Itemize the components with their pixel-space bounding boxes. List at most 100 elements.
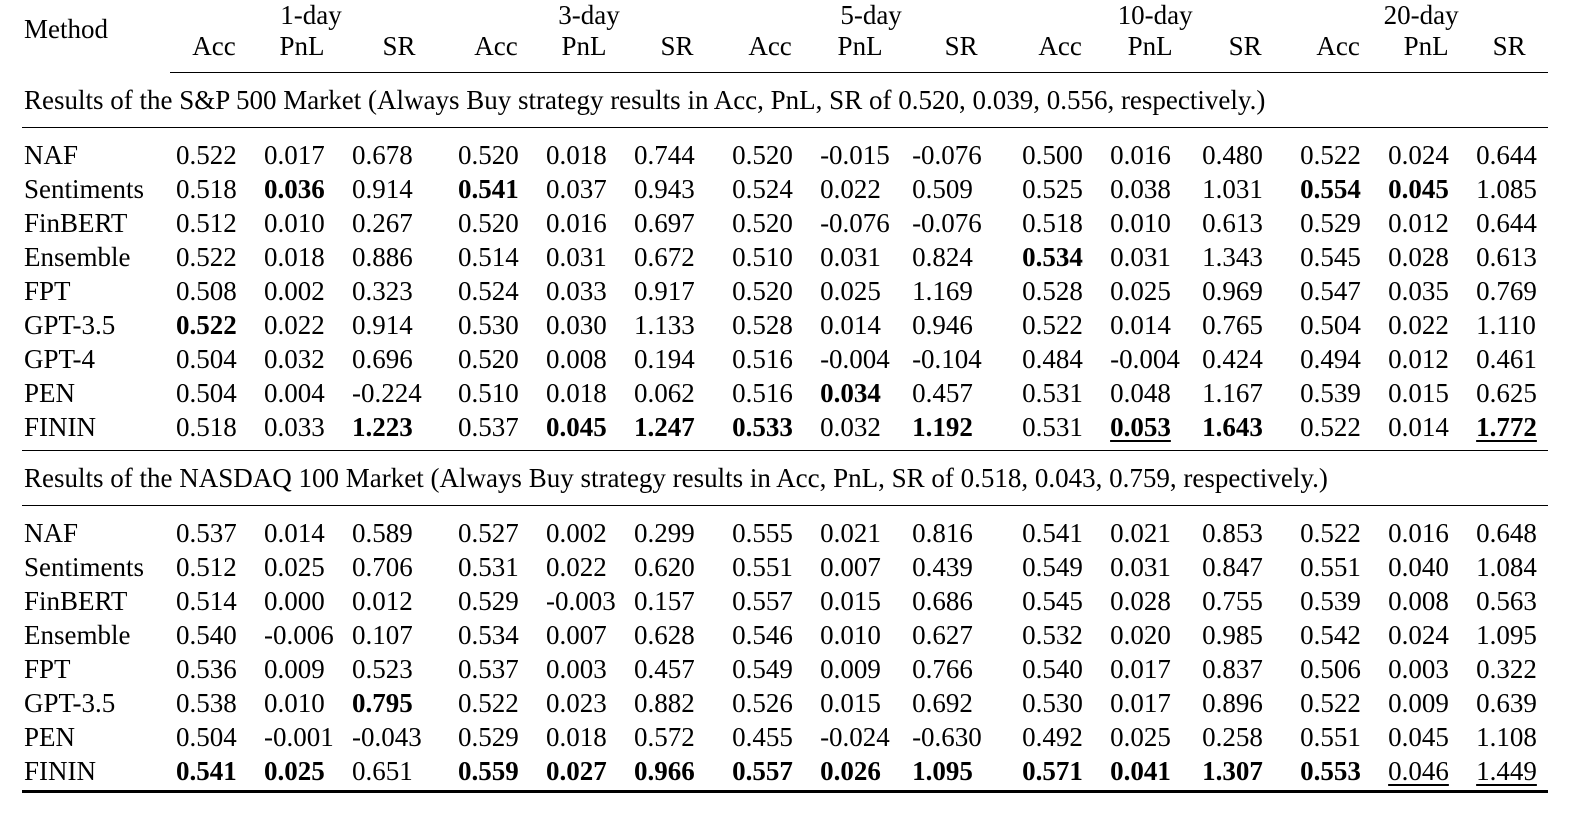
table-row: FININ 0.518 0.033 1.223 0.537 0.045 1.247 0.533… [22, 410, 1549, 451]
value-cell: 0.009 [1382, 686, 1470, 720]
value-text: 1.167 [1202, 378, 1263, 408]
value-cell: 0.267 [346, 206, 452, 240]
value-text: 0.508 [176, 276, 237, 306]
value-cell: 0.853 [1196, 506, 1294, 551]
value-cell: 0.524 [726, 172, 814, 206]
value-cell: 0.022 [258, 308, 346, 342]
value-text: 0.526 [732, 688, 793, 718]
value-cell: 0.322 [1470, 652, 1548, 686]
value-cell: 0.045 [1382, 172, 1470, 206]
value-cell: 0.016 [540, 206, 628, 240]
value-text: 0.696 [352, 344, 413, 374]
value-cell: 0.639 [1470, 686, 1548, 720]
value-cell: 0.765 [1196, 308, 1294, 342]
value-text: 0.025 [1110, 276, 1171, 306]
value-text: 0.886 [352, 242, 413, 272]
value-text: 0.529 [458, 586, 519, 616]
value-cell: 0.007 [540, 618, 628, 652]
value-cell: 0.480 [1196, 128, 1294, 173]
value-cell: 1.307 [1196, 754, 1295, 793]
value-text: 0.522 [1300, 688, 1361, 718]
value-text: 0.012 [1388, 344, 1449, 374]
value-text: 0.018 [264, 242, 325, 272]
value-text: 1.772 [1476, 412, 1537, 442]
value-cell: 0.038 [1104, 172, 1196, 206]
method-name: GPT-4 [24, 344, 96, 374]
value-cell: 0.557 [726, 754, 815, 793]
value-text: 0.529 [458, 722, 519, 752]
value-text: 0.025 [1110, 722, 1171, 752]
value-text: 0.031 [1110, 242, 1171, 272]
value-cell: 0.534 [452, 618, 540, 652]
value-text: 0.027 [546, 756, 607, 786]
value-cell: 0.510 [452, 376, 540, 410]
value-text: 0.532 [1022, 620, 1083, 650]
value-cell: 0.946 [906, 308, 1016, 342]
table-row: FPT 0.508 0.002 0.323 0.524 0.033 0.917 0.520 0.… [22, 274, 1548, 308]
value-cell: 0.028 [1104, 584, 1196, 618]
value-text: 0.016 [546, 208, 607, 238]
value-text: 0.492 [1022, 722, 1083, 752]
value-text: 0.299 [634, 518, 695, 548]
value-text: 0.527 [458, 518, 519, 548]
value-cell: 0.010 [814, 618, 906, 652]
value-text: 0.914 [352, 174, 413, 204]
value-text: 0.025 [820, 276, 881, 306]
value-text: 0.017 [1110, 654, 1171, 684]
value-cell: 0.530 [1016, 686, 1104, 720]
header-row-metrics: Acc PnL SR Acc PnL SR Acc PnL SR Acc PnL SR Acc PnL SR [22, 30, 1549, 73]
value-cell: 0.508 [170, 274, 258, 308]
method-name: Ensemble [24, 620, 131, 650]
value-text: 0.022 [820, 174, 881, 204]
value-text: 0.034 [820, 378, 881, 408]
value-cell: 1.110 [1470, 308, 1548, 342]
method-name: GPT-3.5 [24, 688, 116, 718]
value-cell: 0.014 [814, 308, 906, 342]
value-cell: 0.644 [1470, 206, 1548, 240]
value-text: 0.755 [1202, 586, 1263, 616]
value-cell: 0.022 [814, 172, 906, 206]
value-text: 0.551 [1300, 552, 1361, 582]
value-text: 1.449 [1476, 756, 1537, 786]
value-cell: 0.053 [1104, 410, 1197, 451]
value-text: 0.530 [458, 310, 519, 340]
value-cell: 0.549 [726, 652, 814, 686]
value-cell: 0.545 [1016, 584, 1104, 618]
value-cell: 0.943 [628, 172, 726, 206]
value-cell: 0.504 [170, 720, 258, 754]
value-cell: 0.002 [540, 506, 628, 551]
method-name: Ensemble [24, 242, 131, 272]
value-text: 0.031 [1110, 552, 1171, 582]
table-row: GPT-4 0.504 0.032 0.696 0.520 0.008 0.194 0.516… [22, 342, 1548, 376]
value-cell: 0.008 [540, 342, 628, 376]
value-cell: 0.541 [1016, 506, 1104, 551]
method-name: PEN [24, 722, 76, 752]
value-text: 0.194 [634, 344, 695, 374]
value-cell: 0.527 [452, 506, 540, 551]
value-text: 0.439 [912, 552, 973, 582]
value-text: 1.085 [1476, 174, 1537, 204]
metric-header: SR [906, 30, 1017, 73]
section-caption: Results of the S&P 500 Market (Always Bu… [22, 72, 1549, 128]
value-cell: 0.000 [258, 584, 346, 618]
value-text: 1.110 [1476, 310, 1536, 340]
value-cell: 0.755 [1196, 584, 1294, 618]
value-text: 0.765 [1202, 310, 1263, 340]
method-name: FPT [24, 276, 71, 306]
value-text: 0.016 [1110, 140, 1171, 170]
value-cell: 0.025 [1104, 274, 1196, 308]
method-name: FININ [22, 410, 170, 451]
value-text: 0.015 [820, 586, 881, 616]
value-text: 0.882 [634, 688, 695, 718]
value-text: 0.323 [352, 276, 413, 306]
value-cell: 0.015 [814, 584, 906, 618]
value-text: 0.563 [1476, 586, 1537, 616]
value-cell: 0.512 [170, 206, 258, 240]
value-cell: 0.504 [1294, 308, 1382, 342]
value-cell: -0.004 [814, 342, 906, 376]
value-cell: 0.539 [1294, 376, 1382, 410]
table-row: FININ 0.541 0.025 0.651 0.559 0.027 0.966 0.557… [22, 754, 1549, 793]
value-cell: 0.620 [628, 550, 726, 584]
table-row: NAF 0.537 0.014 0.589 0.527 0.002 0.299 0.555 0.… [22, 506, 1548, 551]
value-cell: 0.012 [1382, 206, 1470, 240]
